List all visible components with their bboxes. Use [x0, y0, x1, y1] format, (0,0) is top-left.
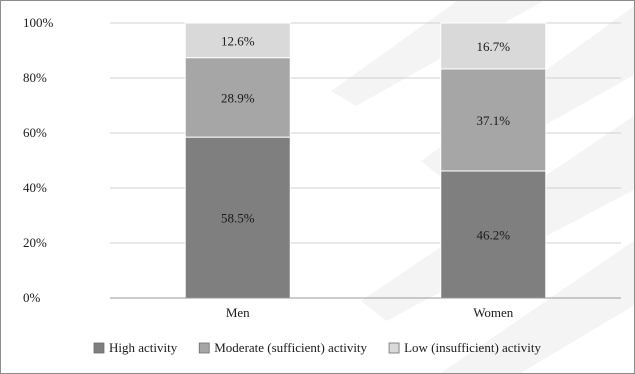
legend-swatch: [93, 342, 105, 354]
data-label: 12.6%: [221, 33, 255, 48]
bar-segment: [440, 170, 547, 299]
data-label: 16.7%: [476, 39, 510, 54]
legend-label: Low (insufficient) activity: [404, 340, 541, 355]
bar-segment: [440, 68, 547, 172]
data-label: 37.1%: [476, 113, 510, 128]
y-tick-label: 20%: [23, 235, 47, 250]
y-tick-label: 100%: [23, 15, 54, 30]
x-category-label: Men: [226, 305, 250, 320]
bar-segment: [440, 22, 547, 70]
legend-label: High activity: [109, 340, 178, 355]
y-tick-label: 80%: [23, 70, 47, 85]
x-axis: Men Women: [110, 297, 621, 320]
bar-segment: [184, 57, 291, 138]
data-label: 28.9%: [221, 90, 255, 105]
legend-item: Low (insufficient) activity: [388, 340, 542, 355]
legend-swatch: [198, 342, 210, 354]
y-tick-label: 0%: [23, 290, 41, 305]
y-axis: 0% 20% 40% 60% 80% 100%: [23, 15, 54, 305]
legend-label: Moderate (sufficient) activity: [214, 340, 367, 355]
legend-item: High activity: [93, 340, 178, 355]
y-tick-label: 60%: [23, 125, 47, 140]
bars-group: 58.5% 28.9% 12.6% 46.2% 37.1% 16.7%: [184, 22, 547, 299]
legend-swatch: [388, 342, 400, 354]
data-label: 58.5%: [221, 211, 255, 226]
legend-item: Moderate (sufficient) activity: [198, 340, 368, 355]
bar-segment: [184, 22, 291, 59]
y-tick-label: 40%: [23, 180, 47, 195]
data-label: 46.2%: [476, 227, 510, 242]
legend: High activity Moderate (sufficient) activ…: [93, 340, 542, 355]
x-category-label: Women: [473, 305, 514, 320]
